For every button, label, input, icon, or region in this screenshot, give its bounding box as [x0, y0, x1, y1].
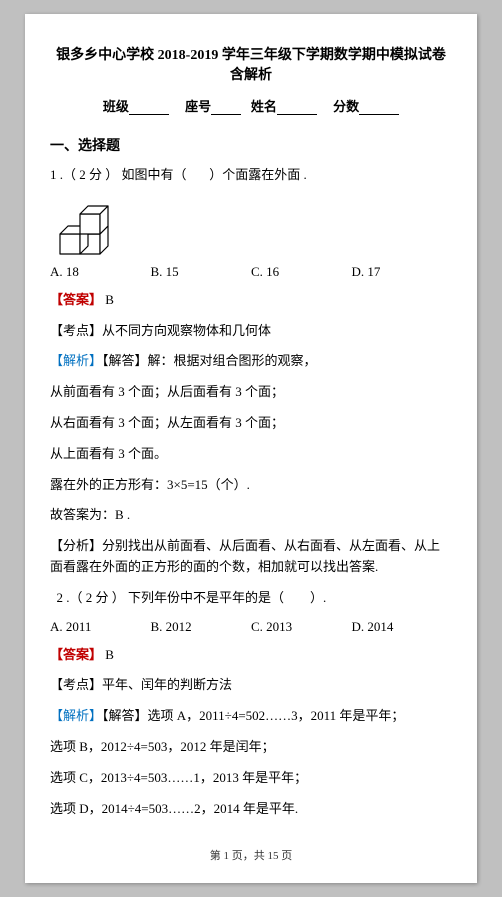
page-footer: 第 1 页，共 15 页 [50, 847, 452, 863]
q1-answer: B [105, 292, 114, 307]
q2-jieda-a: 选项 A，2011÷4=502……3，2011 年是平年； [148, 708, 405, 723]
q2-jieda-c: 选项 C，2013÷4=503……1，2013 年是平年； [50, 768, 452, 789]
name-blank [277, 101, 317, 115]
q1-stem: 1 .（ 2 分 ） 如图中有（ ）个面露在外面 . [50, 165, 452, 186]
q1-option-a: A. 18 [50, 264, 151, 280]
q1-options: A. 18 B. 15 C. 16 D. 17 [50, 264, 452, 280]
q1-line3: 从上面看有 3 个面。 [50, 444, 452, 465]
q1-line1: 从前面看有 3 个面；从后面看有 3 个面； [50, 382, 452, 403]
score-label: 分数 [333, 99, 359, 114]
q1-jiexi-row: 【解析】【解答】解：根据对组合图形的观察， [50, 351, 452, 372]
q2-kaodian-row: 【考点】平年、闰年的判断方法 [50, 675, 452, 696]
answer-label: 【答案】 [50, 647, 102, 662]
q1-line5: 故答案为：B . [50, 505, 452, 526]
q1-fenxi-row: 【分析】分别找出从前面看、从后面看、从右面看、从左面看、从上面看露在外面的正方形… [50, 536, 452, 578]
q2-answer: B [105, 647, 114, 662]
q2-jieda-b: 选项 B，2012÷4=503，2012 年是闰年； [50, 737, 452, 758]
q1-line4: 露在外的正方形有：3×5=15（个）. [50, 475, 452, 496]
q2-options: A. 2011 B. 2012 C. 2013 D. 2014 [50, 619, 452, 635]
student-fields: 班级 座号 姓名 分数 [50, 96, 452, 115]
score-blank [359, 101, 399, 115]
exam-page: 银多乡中心学校 2018-2019 学年三年级下学期数学期中模拟试卷含解析 班级… [25, 14, 477, 883]
q1-jieda-intro: 解：根据对组合图形的观察， [148, 353, 317, 368]
jiexi-label: 【解析】 [50, 708, 102, 723]
page-title: 银多乡中心学校 2018-2019 学年三年级下学期数学期中模拟试卷含解析 [50, 44, 452, 84]
fenxi-label: 【分析】 [50, 538, 102, 553]
q1-answer-row: 【答案】 B [50, 290, 452, 311]
q1-line2: 从右面看有 3 个面；从左面看有 3 个面； [50, 413, 452, 434]
q2-stem: 2 .（ 2 分 ） 下列年份中不是平年的是（ ）. [50, 588, 452, 609]
q2-jiexi-row: 【解析】【解答】选项 A，2011÷4=502……3，2011 年是平年； [50, 706, 452, 727]
section-heading: 一、选择题 [50, 135, 452, 155]
class-blank [129, 101, 169, 115]
q2-option-c: C. 2013 [251, 619, 352, 635]
q2-kaodian: 平年、闰年的判断方法 [102, 677, 232, 692]
kaodian-label: 【考点】 [50, 677, 102, 692]
name-label: 姓名 [251, 99, 277, 114]
answer-label: 【答案】 [50, 292, 102, 307]
jiexi-label: 【解析】 [50, 353, 102, 368]
cube-figure [50, 196, 452, 258]
jieda-label: 【解答】 [102, 708, 148, 723]
q1-kaodian-row: 【考点】从不同方向观察物体和几何体 [50, 321, 452, 342]
kaodian-label: 【考点】 [50, 323, 102, 338]
q2-jieda-d: 选项 D，2014÷4=503……2，2014 年是平年. [50, 799, 452, 820]
jieda-label: 【解答】 [102, 353, 148, 368]
q1-stem-pre: 1 .（ 2 分 ） 如图中有（ [50, 167, 187, 182]
q2-option-a: A. 2011 [50, 619, 151, 635]
seat-label: 座号 [185, 99, 211, 114]
q2-option-b: B. 2012 [151, 619, 252, 635]
q2-answer-row: 【答案】 B [50, 645, 452, 666]
q1-kaodian: 从不同方向观察物体和几何体 [102, 323, 271, 338]
class-label: 班级 [103, 99, 129, 114]
q1-option-d: D. 17 [352, 264, 453, 280]
seat-blank [211, 101, 241, 115]
q1-fenxi: 分别找出从前面看、从后面看、从右面看、从左面看、从上面看露在外面的正方形的面的个… [50, 538, 440, 574]
q1-option-b: B. 15 [151, 264, 252, 280]
q1-stem-post: ）个面露在外面 . [209, 167, 307, 182]
q2-option-d: D. 2014 [352, 619, 453, 635]
q1-option-c: C. 16 [251, 264, 352, 280]
